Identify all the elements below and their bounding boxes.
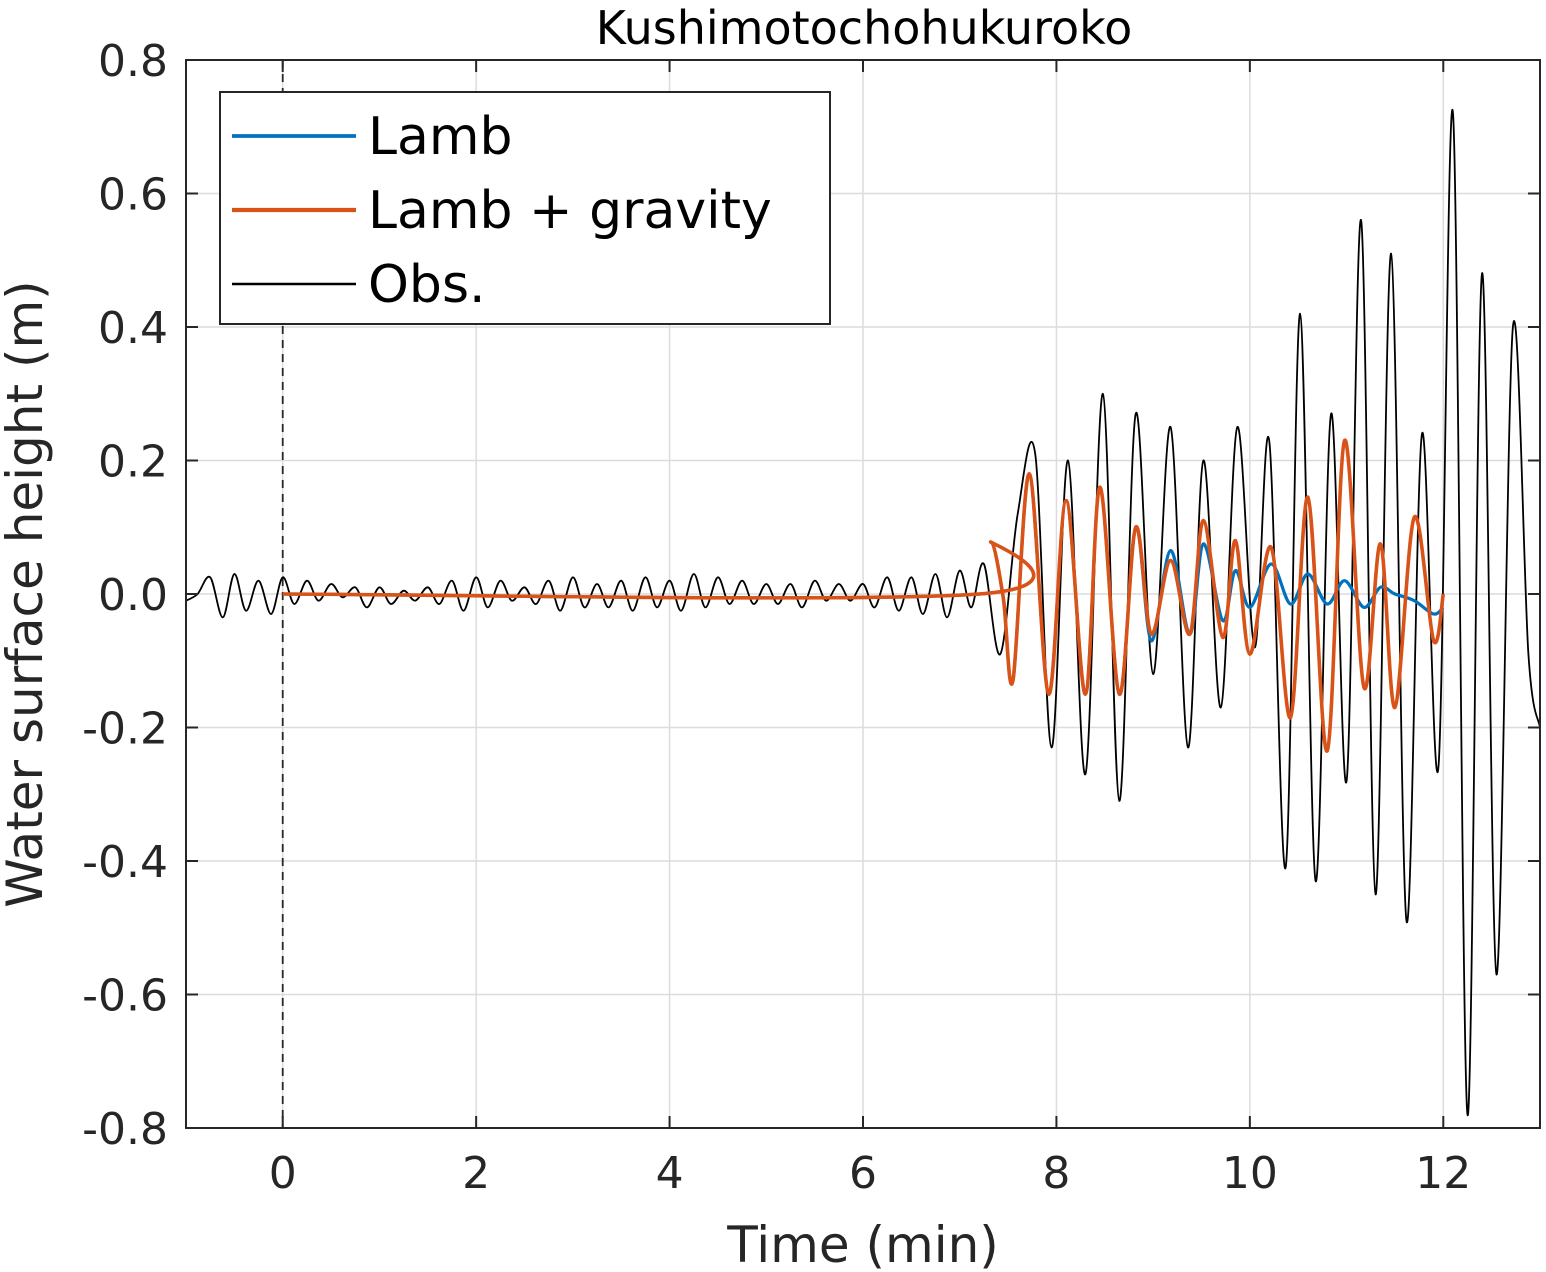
y-tick-label: 0.8 — [98, 36, 168, 87]
x-tick-label: 0 — [269, 1148, 297, 1199]
x-tick-label: 8 — [1042, 1148, 1070, 1199]
legend: Lamb Lamb + gravity Obs. — [219, 91, 831, 325]
chart-title: Kushimotochohukuroko — [596, 1, 1133, 55]
series-line-obs — [185, 108, 1541, 1116]
y-tick-label: 0.2 — [98, 437, 168, 488]
y-tick-label: 0.0 — [98, 570, 168, 621]
y-tick-label: -0.8 — [82, 1104, 168, 1155]
series-line-lamb-gravity — [282, 438, 1446, 753]
x-tick-label: 10 — [1222, 1148, 1278, 1199]
x-tick-label: 2 — [462, 1148, 490, 1199]
series-layer — [185, 108, 1541, 1116]
y-tick-label: -0.4 — [82, 837, 168, 888]
x-axis-label: Time (min) — [726, 1216, 999, 1272]
x-tick-label: 12 — [1415, 1148, 1471, 1199]
y-tick-label: 0.4 — [98, 303, 168, 354]
legend-label-lamb: Lamb — [368, 107, 513, 167]
y-tick-label: -0.2 — [82, 704, 168, 755]
legend-label-obs: Obs. — [368, 255, 486, 315]
y-axis-label: Water surface height (m) — [0, 280, 54, 907]
y-tick-label: 0.6 — [98, 170, 168, 221]
x-tick-label: 4 — [656, 1148, 684, 1199]
y-axis: -0.8 -0.6 -0.4 -0.2 0.0 0.2 0.4 0.6 0.8 — [82, 36, 1540, 1155]
x-tick-label: 6 — [849, 1148, 877, 1199]
legend-label-lamb-gravity: Lamb + gravity — [368, 181, 772, 241]
x-axis: 0 2 4 6 8 10 12 — [269, 60, 1471, 1199]
y-tick-label: -0.6 — [82, 971, 168, 1022]
